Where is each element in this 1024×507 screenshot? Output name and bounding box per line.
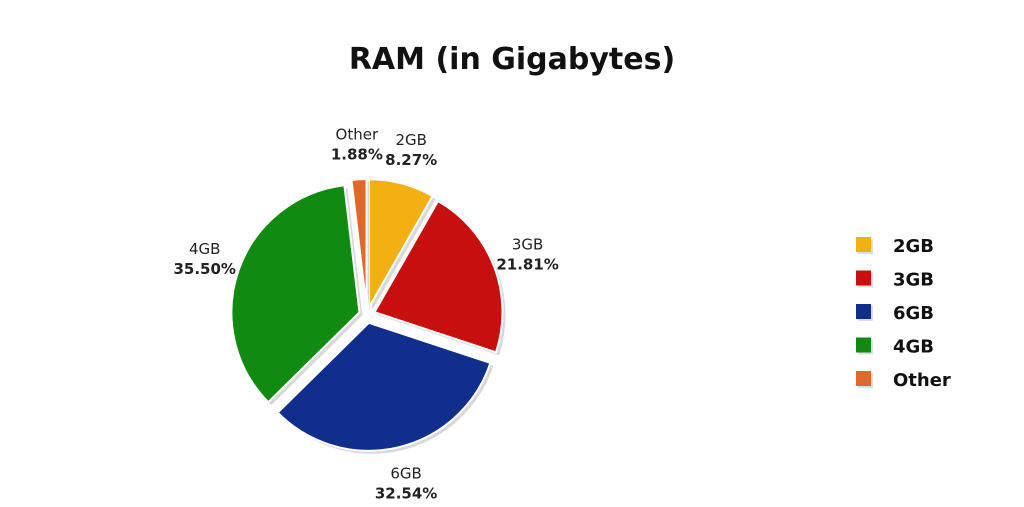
slice-label-percent: 35.50% [173, 260, 235, 278]
pie-slice-6gb [276, 321, 492, 452]
slice-label-percent: 32.54% [375, 484, 437, 502]
legend-swatch [856, 237, 871, 252]
slice-label-name: 4GB [189, 240, 220, 258]
legend-item-label: 3GB [893, 270, 934, 291]
legend-swatch [856, 270, 871, 286]
pie-slice-4gb [230, 184, 361, 404]
legend-item-label: Other [893, 370, 951, 391]
slice-label-percent: 21.81% [496, 255, 558, 273]
pie-slice-3gb [372, 199, 504, 354]
slice-label-name: 2GB [395, 131, 426, 149]
pie-slice-2gb [368, 178, 434, 312]
slice-label-name: 3GB [512, 235, 543, 253]
legend-item-label: 4GB [893, 337, 934, 358]
legend-swatch [856, 371, 871, 386]
legend-swatch [856, 337, 871, 353]
slice-label-name: 6GB [390, 464, 421, 482]
legend-item-label: 2GB [893, 236, 934, 257]
slice-label-name: Other [336, 125, 379, 143]
legend-item-label: 6GB [893, 303, 934, 324]
slice-label-percent: 1.88% [331, 145, 383, 163]
legend-swatch [856, 304, 871, 319]
chart-title: RAM (in Gigabytes) [348, 42, 676, 77]
pie-slice-other [350, 178, 368, 308]
slice-label-percent: 8.27% [385, 151, 437, 169]
